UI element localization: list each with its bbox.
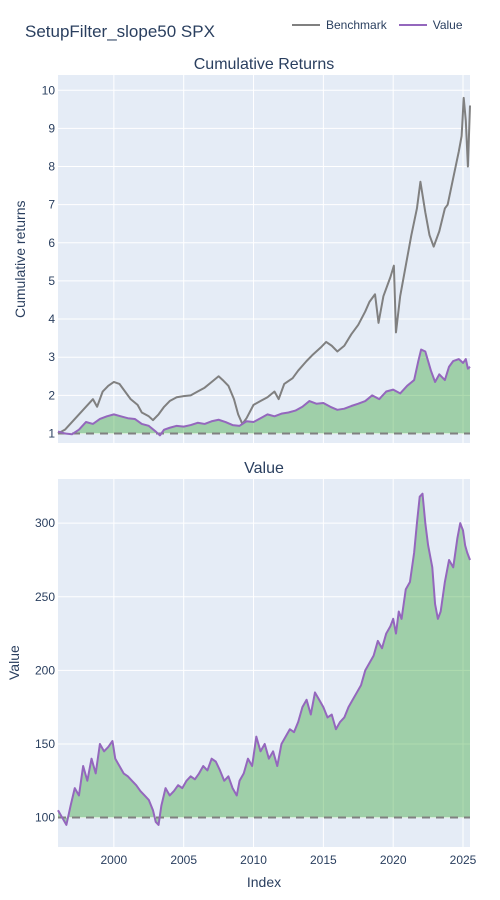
x-tick-label-2: 2010 <box>240 853 267 867</box>
x-tick-label-5: 2025 <box>450 853 477 867</box>
y-tick-label-0-3: 4 <box>48 312 55 326</box>
x-tick-label-1: 2005 <box>170 853 197 867</box>
y-axis-label-top: Cumulative returns <box>12 200 28 319</box>
legend-label-value: Value <box>432 18 463 32</box>
series-line-benchmark-0 <box>57 96 471 435</box>
x-tick-label-0: 2000 <box>101 853 128 867</box>
x-tick-label-3: 2015 <box>310 853 337 867</box>
y-tick-label-0-7: 8 <box>48 160 55 174</box>
legend-label-benchmark: Benchmark <box>326 18 387 32</box>
subplot-title-0: Cumulative Returns <box>194 56 335 73</box>
y-tick-label-0-6: 7 <box>48 198 55 212</box>
legend-item-benchmark[interactable]: Benchmark <box>292 18 387 32</box>
y-tick-label-0-9: 10 <box>42 83 56 97</box>
y-tick-label-0-1: 2 <box>48 388 55 402</box>
x-tick-label-4: 2020 <box>380 853 407 867</box>
plot-area-0 <box>58 75 470 443</box>
y-tick-label-1-2: 200 <box>35 663 55 677</box>
legend-swatch-value <box>398 24 427 26</box>
y-tick-label-0-8: 9 <box>48 121 55 135</box>
y-tick-label-1-0: 100 <box>35 811 55 825</box>
series-line-value-1 <box>57 492 471 826</box>
y-axis-label-bottom: Value <box>6 645 22 680</box>
subplot-title-1: Value <box>244 460 284 477</box>
value-fill-1 <box>58 493 470 825</box>
y-tick-label-1-4: 300 <box>35 516 55 530</box>
legend-item-value[interactable]: Value <box>398 18 463 32</box>
y-tick-label-0-4: 5 <box>48 274 55 288</box>
y-tick-label-0-0: 1 <box>48 426 55 440</box>
y-tick-label-0-5: 6 <box>48 236 55 250</box>
value-fill-0 <box>58 349 470 436</box>
series-line-value-0 <box>57 348 471 437</box>
legend-swatch-benchmark <box>292 24 320 26</box>
y-tick-label-1-3: 250 <box>35 590 55 604</box>
y-tick-label-0-2: 3 <box>48 350 55 364</box>
legend: Benchmark Value <box>292 18 463 32</box>
x-axis-label: Index <box>246 874 282 890</box>
y-tick-label-1-1: 150 <box>35 737 55 751</box>
figure-title: SetupFilter_slope50 SPX <box>25 22 215 41</box>
plot-area-1 <box>58 479 470 847</box>
